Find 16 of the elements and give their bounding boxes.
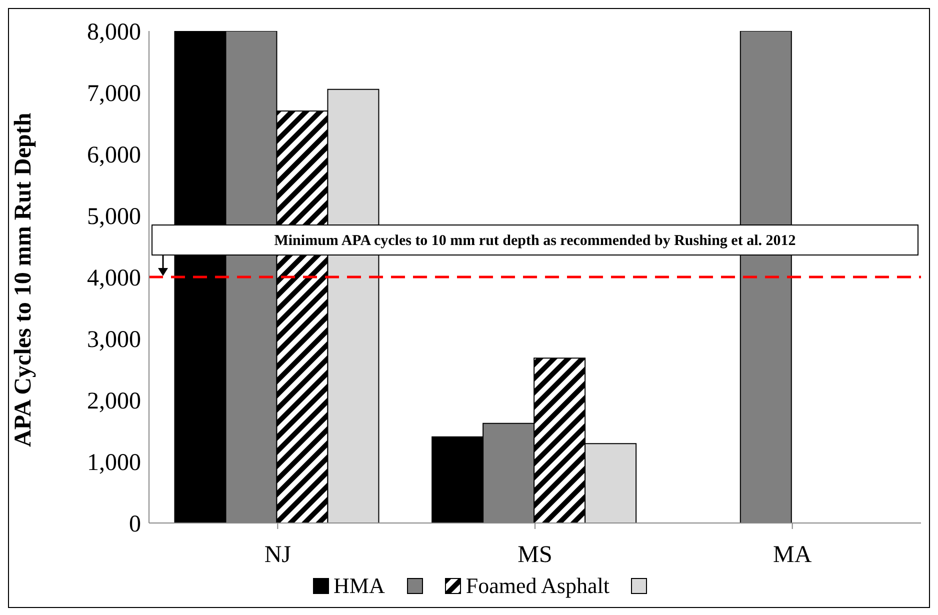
x-tick-label: MA (772, 542, 812, 568)
y-tick-label: 0 (129, 512, 141, 538)
y-axis-title: APA Cycles to 10 mm Rut Depth (10, 112, 37, 447)
y-tick-label: 4,000 (87, 266, 141, 292)
y-tick-label: 6,000 (87, 142, 141, 169)
legend-label: Foamed Asphalt (466, 573, 610, 599)
x-tick-label: NJ (264, 542, 292, 568)
ref-line-label: Minimum APA cycles to 10 mm rut depth as recommended by Rushing et al. 2012 (274, 233, 796, 249)
y-tick-label: 3,000 (87, 327, 141, 354)
y-tick-label: 1,000 (87, 450, 141, 476)
y-tick-label: 7,000 (87, 81, 141, 108)
legend-label: HMA (334, 573, 385, 599)
y-tick-label: 2,000 (87, 388, 141, 415)
y-tick-label: 5,000 (87, 204, 141, 230)
y-tick-label: 8,000 (87, 20, 141, 46)
x-tick-label: MS (518, 542, 552, 568)
